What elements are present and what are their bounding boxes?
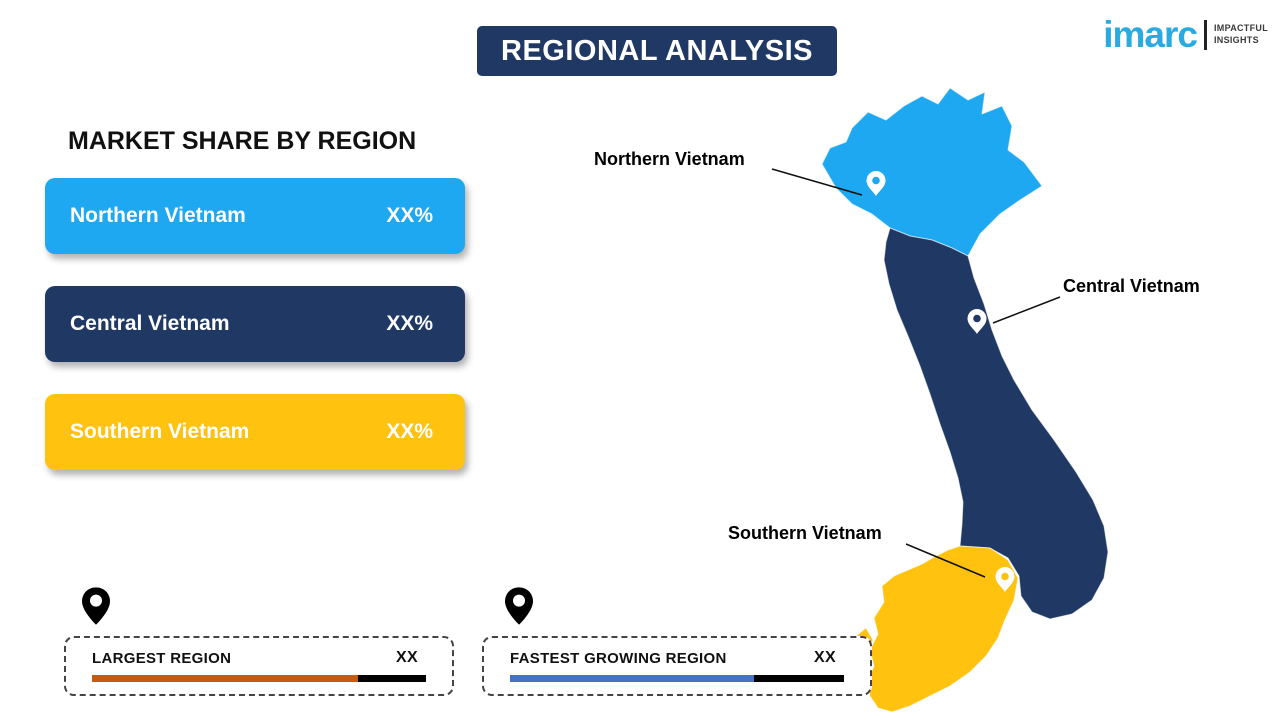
map-region-southern-vietnam (867, 545, 1019, 713)
leader-line-northern (771, 168, 863, 196)
region-bar-southern: Southern Vietnam XX% (45, 394, 465, 470)
legend-box-fastest-growing-region: FASTEST GROWING REGION XX (482, 636, 872, 696)
imarc-logo: imarc IMPACTFUL INSIGHTS (1103, 14, 1268, 55)
logo-tagline-line2: INSIGHTS (1213, 34, 1259, 45)
legend-box-largest-region: LARGEST REGION XX (64, 636, 454, 696)
legend-largest-bar-tail (358, 675, 426, 682)
logo-divider (1203, 19, 1207, 50)
legend-fastest-value: XX (814, 649, 836, 666)
leader-line-southern (905, 543, 986, 578)
logo-tagline: IMPACTFUL INSIGHTS (1214, 23, 1268, 46)
legend-fastest-bar (510, 675, 844, 682)
map-pin-northern-icon (866, 171, 886, 196)
title-banner: REGIONAL ANALYSIS (477, 26, 837, 76)
location-pin-icon (82, 587, 110, 625)
region-bar-value: XX% (386, 204, 433, 227)
region-bar-label: Central Vietnam (70, 312, 230, 335)
page-title: REGIONAL ANALYSIS (501, 34, 813, 67)
legend-fastest-label: FASTEST GROWING REGION (510, 649, 727, 667)
legend-fastest-bar-main (510, 675, 754, 682)
market-share-heading: MARKET SHARE BY REGION (68, 127, 417, 155)
legend-largest-value: XX (396, 649, 418, 666)
legend-largest-label: LARGEST REGION (92, 649, 232, 667)
logo-tagline-line1: IMPACTFUL (1213, 23, 1268, 34)
region-bar-label: Northern Vietnam (70, 204, 246, 227)
map-pin-southern-icon (995, 567, 1015, 592)
legend-largest-bar (92, 675, 426, 682)
region-bar-central: Central Vietnam XX% (45, 286, 465, 362)
region-bar-value: XX% (386, 420, 433, 443)
legend-fastest-bar-tail (754, 675, 844, 682)
map-pin-central-icon (967, 309, 987, 334)
map-label-southern: Southern Vietnam (728, 523, 882, 543)
location-pin-icon (505, 587, 533, 625)
region-bar-northern: Northern Vietnam XX% (45, 178, 465, 254)
map-region-northern-vietnam (821, 87, 1043, 257)
leader-line-central (992, 296, 1061, 324)
map-label-northern: Northern Vietnam (594, 149, 745, 169)
imarc-brand-text: imarc (1103, 14, 1198, 55)
region-bar-label: Southern Vietnam (70, 420, 250, 443)
legend-largest-bar-main (92, 675, 358, 682)
market-share-bars: Northern Vietnam XX% Central Vietnam XX%… (45, 178, 465, 470)
map-label-central: Central Vietnam (1063, 276, 1200, 296)
region-bar-value: XX% (386, 312, 433, 335)
